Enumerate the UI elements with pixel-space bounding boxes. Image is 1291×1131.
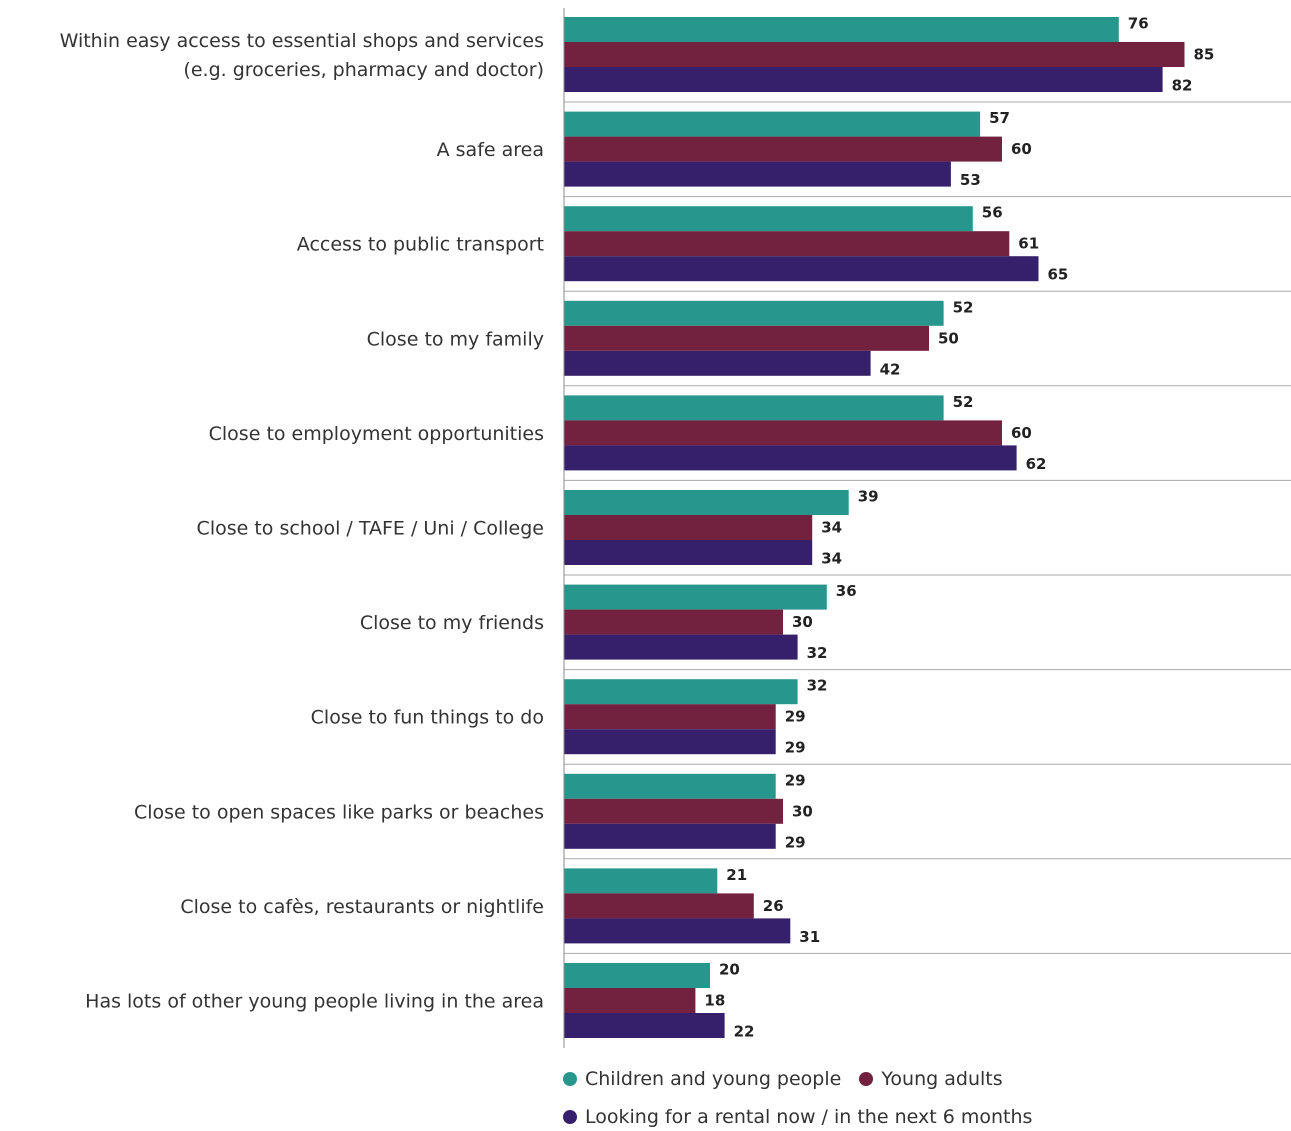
category-label: Close to cafès, restaurants or nightlife xyxy=(180,896,544,918)
bar-children-and-young-peopl xyxy=(564,395,944,421)
value-label: 31 xyxy=(799,928,820,946)
value-label: 29 xyxy=(785,833,806,851)
bar-children-and-young-peopl xyxy=(564,868,718,894)
bar-looking-for-a-rental-now xyxy=(564,161,951,187)
value-label: 82 xyxy=(1172,77,1193,95)
value-label: 85 xyxy=(1194,46,1215,64)
value-label: 52 xyxy=(953,393,974,411)
value-label: 26 xyxy=(763,897,784,915)
category-label: Has lots of other young people living in… xyxy=(85,991,544,1013)
legend-dot-rental xyxy=(563,1110,577,1124)
bar-children-and-young-peopl xyxy=(564,584,827,610)
value-label: 22 xyxy=(734,1023,755,1041)
legend-row-2: Looking for a rental now / in the next 6… xyxy=(563,1106,1050,1128)
value-label: 29 xyxy=(785,771,806,789)
value-label: 30 xyxy=(792,802,813,820)
legend-row-1: Children and young people Young adults xyxy=(563,1068,1021,1090)
bar-looking-for-a-rental-now xyxy=(564,445,1017,471)
value-label: 29 xyxy=(785,739,806,757)
bar-young-adults xyxy=(564,42,1185,67)
value-label: 56 xyxy=(982,204,1003,222)
value-label: 39 xyxy=(858,488,879,506)
bar-young-adults xyxy=(564,893,754,919)
value-label: 30 xyxy=(792,613,813,631)
legend-label-rental: Looking for a rental now / in the next 6… xyxy=(585,1106,1033,1128)
value-label: 29 xyxy=(785,708,806,726)
bar-looking-for-a-rental-now xyxy=(564,540,813,565)
value-label: 65 xyxy=(1048,266,1069,284)
category-label: Close to my family xyxy=(367,328,544,350)
category-label: Close to school / TAFE / Uni / College xyxy=(197,518,544,540)
value-label: 34 xyxy=(821,550,842,568)
bar-young-adults xyxy=(564,988,696,1013)
bar-looking-for-a-rental-now xyxy=(564,350,871,376)
bar-children-and-young-peopl xyxy=(564,111,981,137)
category-label: Close to fun things to do xyxy=(311,707,544,729)
bar-children-and-young-peopl xyxy=(564,773,776,799)
value-label: 53 xyxy=(960,171,981,189)
legend-item-children: Children and young people xyxy=(563,1068,841,1090)
bar-young-adults xyxy=(564,798,783,824)
category-label: Close to employment opportunities xyxy=(209,423,544,445)
bar-children-and-young-peopl xyxy=(564,206,973,232)
bar-looking-for-a-rental-now xyxy=(564,1013,725,1038)
bar-looking-for-a-rental-now xyxy=(564,918,791,944)
bar-children-and-young-peopl xyxy=(564,679,798,705)
category-label: Access to public transport xyxy=(297,234,544,256)
bar-children-and-young-peopl xyxy=(564,300,944,326)
bar-young-adults xyxy=(564,136,1002,162)
bar-children-and-young-peopl xyxy=(564,963,710,988)
bar-children-and-young-peopl xyxy=(564,490,849,515)
bar-looking-for-a-rental-now xyxy=(564,256,1039,282)
value-label: 50 xyxy=(938,329,959,347)
bar-looking-for-a-rental-now xyxy=(564,729,776,755)
legend-item-rental: Looking for a rental now / in the next 6… xyxy=(563,1106,1032,1128)
bar-young-adults xyxy=(564,231,1010,257)
category-separators xyxy=(564,101,1291,954)
value-label: 61 xyxy=(1018,235,1039,253)
value-label: 36 xyxy=(836,582,857,600)
legend-label-children: Children and young people xyxy=(585,1068,842,1090)
bars xyxy=(564,17,1185,1038)
bar-young-adults xyxy=(564,515,813,540)
legend-item-young-adults: Young adults xyxy=(859,1068,1003,1090)
value-label: 34 xyxy=(821,519,842,537)
legend-dot-children xyxy=(563,1072,577,1086)
value-label: 18 xyxy=(704,992,725,1010)
bar-looking-for-a-rental-now xyxy=(564,823,776,849)
bar-young-adults xyxy=(564,704,776,730)
bar-young-adults xyxy=(564,420,1002,446)
category-label: A safe area xyxy=(437,139,544,161)
value-label: 21 xyxy=(726,866,747,884)
value-label: 62 xyxy=(1026,455,1047,473)
value-label: 32 xyxy=(807,677,828,695)
value-label: 57 xyxy=(989,109,1010,127)
value-label: 60 xyxy=(1011,140,1032,158)
category-labels: Within easy access to essential shops an… xyxy=(60,30,544,1013)
bar-looking-for-a-rental-now xyxy=(564,67,1163,92)
bar-young-adults xyxy=(564,325,929,351)
value-label: 60 xyxy=(1011,424,1032,442)
legend-dot-young-adults xyxy=(859,1072,874,1086)
category-label: Close to my friends xyxy=(360,612,544,634)
bar-looking-for-a-rental-now xyxy=(564,634,798,660)
value-label: 32 xyxy=(807,644,828,662)
value-label: 76 xyxy=(1128,15,1149,33)
legend-label-young-adults: Young adults xyxy=(881,1068,1003,1090)
bar-young-adults xyxy=(564,609,783,635)
value-labels: 7685825760535661655250425260623934343630… xyxy=(704,15,1214,1041)
value-label: 42 xyxy=(880,360,901,378)
category-label: Within easy access to essential shops an… xyxy=(60,30,544,81)
value-label: 52 xyxy=(953,298,974,316)
bar-children-and-young-peopl xyxy=(564,17,1119,42)
category-label: Close to open spaces like parks or beach… xyxy=(134,801,544,823)
value-label: 20 xyxy=(719,961,740,979)
